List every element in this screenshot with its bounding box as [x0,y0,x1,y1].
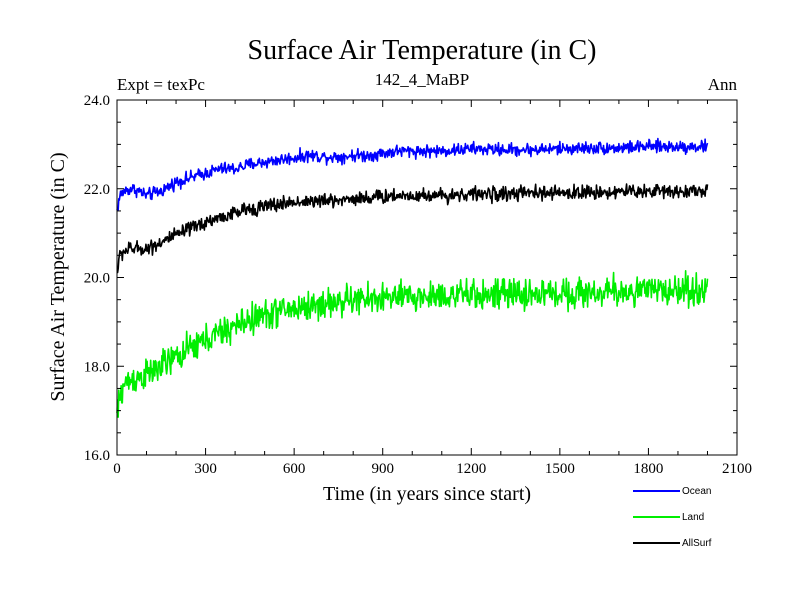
series-line-allsurf [116,183,709,274]
legend-label-ocean: Ocean [682,486,711,497]
x-tick-label: 1500 [545,461,575,477]
x-tick-label: 0 [113,461,121,477]
season-label: Ann [708,75,738,94]
legend-label-land: Land [682,512,704,523]
series-line-ocean [116,137,709,211]
x-tick-label: 1800 [633,461,663,477]
legend: Ocean Land AllSurf [633,486,712,549]
x-tick-label: 600 [283,461,306,477]
x-tick-label: 900 [371,461,394,477]
chart-title: Surface Air Temperature (in C) [248,35,597,66]
y-tick-label: 22.0 [84,182,110,198]
y-tick-label: 18.0 [84,359,110,375]
experiment-label: Expt = texPc [117,75,205,94]
series-layer [116,137,709,418]
y-tick-label: 24.0 [84,93,110,109]
y-axis-label: Surface Air Temperature (in C) [47,152,69,401]
y-tick-label: 20.0 [84,271,110,287]
tick-layer: 0 300 600 900 1200 1500 1800 2100 16.0 18.0 20.0 22… [84,93,752,477]
series-line-land [116,269,709,418]
y-tick-label: 16.0 [84,448,110,464]
legend-label-allsurf: AllSurf [682,538,712,549]
x-tick-label: 1200 [456,461,486,477]
x-tick-label: 300 [194,461,217,477]
run-label: 142_4_MaBP [375,70,469,89]
x-tick-label: 2100 [722,461,752,477]
x-axis-label: Time (in years since start) [323,483,531,505]
plot-frame [116,99,738,456]
